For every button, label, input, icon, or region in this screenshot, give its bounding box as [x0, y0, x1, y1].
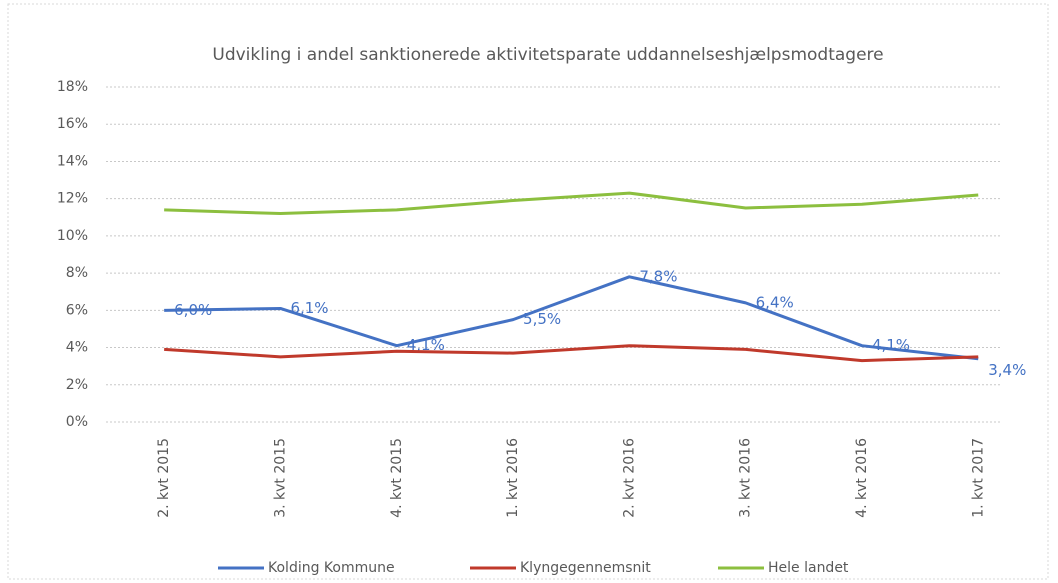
data-label: 6,1%: [290, 299, 328, 317]
series-line: [164, 191, 979, 216]
x-tick-label: 4. kvt 2016: [854, 438, 870, 518]
data-label: 4,1%: [407, 336, 445, 354]
y-tick-label: 14%: [57, 153, 88, 169]
x-tick-label: 3. kvt 2016: [738, 438, 754, 518]
x-tick-label: 1. kvt 2017: [970, 438, 986, 518]
y-tick-label: 10%: [57, 228, 88, 244]
data-label: 3,4%: [988, 361, 1026, 379]
data-label: 6,4%: [756, 293, 794, 311]
chart-frame: [7, 3, 1049, 580]
x-tick-label: 3. kvt 2015: [272, 438, 288, 518]
x-tick-label: 2. kvt 2016: [621, 438, 637, 518]
series-line: [164, 344, 979, 363]
x-tick-label: 2. kvt 2015: [156, 438, 172, 518]
y-tick-label: 2%: [66, 377, 88, 393]
x-tick-label: 1. kvt 2016: [505, 438, 521, 518]
legend-label: Klyngegennemsnit: [520, 560, 651, 576]
y-tick-label: 12%: [57, 191, 88, 207]
data-label: 4,1%: [872, 336, 910, 354]
legend-label: Kolding Kommune: [268, 560, 395, 576]
data-label: 6,0%: [174, 301, 212, 319]
y-tick-label: 6%: [66, 302, 88, 318]
legend-label: Hele landet: [768, 560, 849, 576]
x-tick-label: 4. kvt 2015: [389, 438, 405, 518]
series-line: [164, 275, 979, 361]
data-label: 5,5%: [523, 310, 561, 328]
y-tick-label: 8%: [66, 265, 88, 281]
y-tick-label: 18%: [57, 79, 88, 95]
chart-title: Udvikling i andel sanktionerede aktivite…: [212, 45, 883, 65]
y-tick-label: 16%: [57, 116, 88, 132]
y-tick-label: 0%: [66, 414, 88, 430]
data-label: 7,8%: [639, 267, 677, 285]
y-tick-label: 4%: [66, 340, 88, 356]
